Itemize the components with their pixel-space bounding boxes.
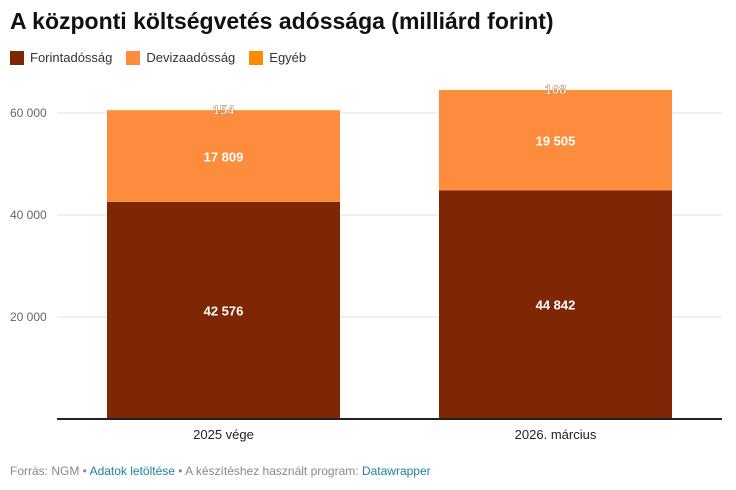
y-tick-label: 20 000: [10, 310, 47, 324]
data-label: 17 809: [204, 149, 244, 164]
data-label: 168: [545, 82, 567, 97]
legend-swatch-devizaadossag: [126, 50, 141, 65]
legend-item-egyeb: Egyéb: [249, 50, 306, 65]
footer-separator: •: [174, 464, 186, 478]
bar-segment-forintadósság: [107, 201, 340, 419]
bar-segment-egyéb: [439, 89, 672, 91]
footer-separator: •: [79, 464, 90, 478]
stacked-bar-chart: 20 000 40 000 60 000 42 576 17 809 154 2025 vé…: [10, 82, 722, 442]
source-text: Forrás: NGM: [10, 464, 80, 478]
data-label: 19 505: [536, 134, 576, 149]
data-label: 154: [213, 102, 235, 117]
legend-label-devizaadossag: Devizaadósság: [146, 50, 236, 65]
chart-title: A központi költségvetés adóssága (milliá…: [10, 8, 554, 34]
made-with-text: A készítéshez használt program:: [185, 464, 362, 478]
data-label: 44 842: [536, 298, 576, 313]
data-label: 42 576: [204, 303, 244, 318]
legend-item-devizaadossag: Devizaadósság: [126, 50, 235, 65]
legend-label-forintadossag: Forintadósság: [30, 50, 113, 65]
datawrapper-link[interactable]: Datawrapper: [361, 464, 431, 478]
x-tick-label: 2025 vége: [193, 427, 254, 442]
legend-swatch-egyeb: [249, 50, 264, 65]
download-data-link[interactable]: Adatok letöltése: [89, 464, 175, 478]
bar-segment-devizaadósság: [107, 111, 340, 202]
bar-segment-forintadósság: [439, 190, 672, 419]
y-tick-label: 40 000: [10, 208, 47, 222]
bar-segment-egyéb: [107, 110, 340, 112]
chart-footer: Forrás: NGM • Adatok letöltése • A készí…: [10, 464, 431, 478]
legend-item-forintadossag: Forintadósság: [10, 50, 112, 65]
bar-segment-devizaadósság: [439, 90, 672, 191]
legend-label-egyeb: Egyéb: [269, 50, 307, 65]
legend-swatch-forintadossag: [10, 50, 24, 65]
chart-legend: Forintadósság Devizaadósság Egyéb: [10, 50, 306, 65]
x-tick-label: 2026. március: [515, 427, 597, 442]
y-tick-label: 60 000: [10, 106, 47, 120]
